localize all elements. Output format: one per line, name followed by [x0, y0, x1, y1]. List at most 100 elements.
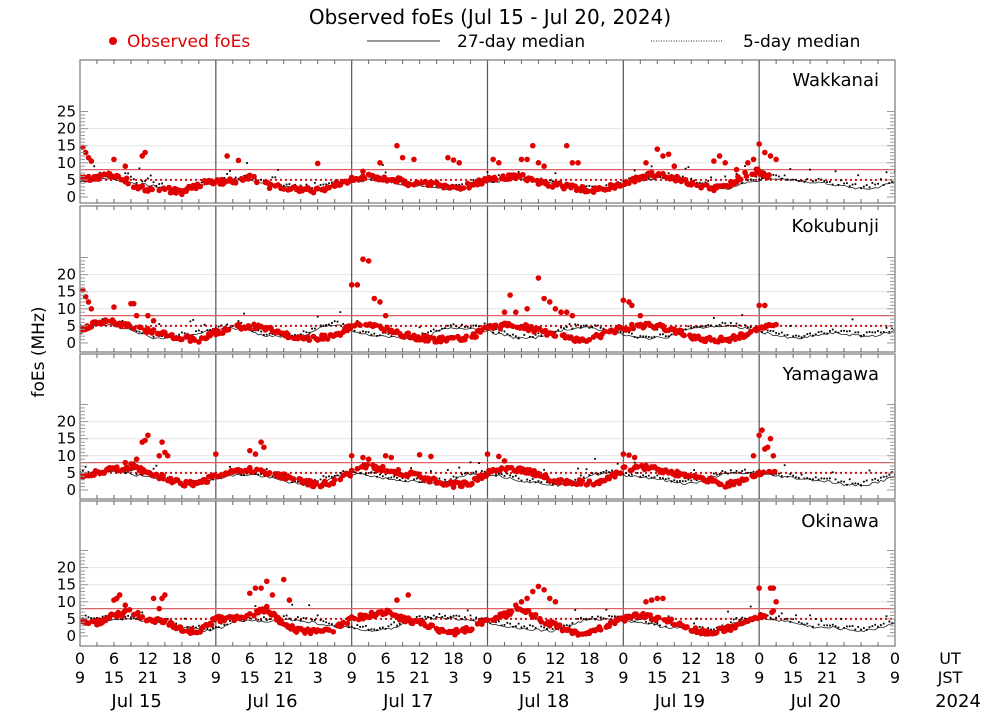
day-label: Jul 18 [518, 691, 569, 712]
median-5day-point [362, 625, 364, 628]
median-5day-point [497, 472, 500, 475]
observed-point [770, 608, 777, 614]
median-5day-point [865, 479, 868, 482]
observed-point [620, 451, 627, 457]
median-5day-point [461, 473, 463, 476]
median-5day-point [775, 616, 778, 619]
observed-point [208, 622, 215, 628]
observed-point [153, 471, 160, 478]
median-5day-point [735, 470, 738, 472]
observed-point [382, 453, 389, 459]
median-5day-point [152, 467, 155, 470]
day-label: Jul 16 [246, 691, 297, 712]
median-5day-point [461, 618, 463, 621]
legend-5day-label: 5-day median [743, 32, 860, 52]
observed-point [501, 309, 508, 316]
median-5day-point [693, 622, 695, 625]
observed-point [88, 158, 95, 164]
median-5day-point [809, 478, 812, 480]
median-5day-point [803, 181, 806, 183]
median-5day-point [531, 625, 534, 627]
median-5day-point [817, 177, 820, 180]
median-5day-point [812, 478, 814, 481]
observed-point [629, 302, 635, 309]
median-5day-point [322, 475, 325, 478]
median-5day-point [534, 481, 537, 484]
median-5day-point [243, 312, 246, 315]
median-5day-point [319, 619, 322, 622]
median-5day-point [311, 327, 313, 330]
median-5day-point [817, 331, 820, 334]
median-5day-point [446, 617, 449, 619]
observed-point [556, 622, 563, 628]
median-5day-point [370, 628, 373, 631]
observed-point [116, 592, 123, 598]
median-5day-point [325, 476, 328, 479]
median-5day-point [758, 178, 761, 181]
observed-point [750, 156, 757, 163]
median-5day-point [704, 181, 707, 184]
observed-point [344, 620, 351, 627]
observed-point [406, 181, 413, 187]
observed-point [405, 330, 412, 336]
median-5day-point [792, 335, 795, 338]
median-5day-point [373, 628, 376, 631]
median-5day-point [761, 177, 763, 180]
observed-point [191, 337, 198, 343]
observed-point [133, 312, 140, 319]
x-tick-label-ut: 0 [890, 649, 900, 668]
x-tick-label-jst: 3 [177, 668, 187, 687]
median-5day-point [489, 622, 492, 625]
observed-point [268, 181, 274, 188]
median-5day-point [860, 484, 862, 486]
x-tick-label-jst: 15 [375, 668, 395, 687]
median-5day-point [862, 334, 865, 336]
median-5day-point [588, 326, 591, 329]
median-5day-point [288, 332, 291, 335]
observed-point [326, 184, 332, 191]
median-5day-point [622, 331, 625, 334]
median-5day-point [673, 479, 676, 482]
observed-point [767, 153, 774, 159]
median-5day-point [509, 622, 512, 625]
median-5day-point [780, 177, 783, 180]
median-5day-point [752, 470, 755, 473]
median-5day-point [469, 327, 472, 329]
station-label: Okinawa [801, 511, 879, 532]
observed-point [552, 306, 559, 312]
observed-point [126, 322, 133, 329]
median-5day-point [843, 480, 845, 483]
median-5day-point [667, 335, 670, 338]
observed-point [518, 156, 525, 163]
median-5day-point [458, 466, 461, 469]
median-5day-point [809, 332, 812, 335]
median-5day-point [664, 335, 667, 338]
x-tick-label-jst: 21 [681, 668, 701, 687]
observed-point [569, 312, 576, 319]
median-5day-point [537, 480, 540, 482]
observed-point [395, 467, 402, 473]
observed-point [579, 478, 586, 484]
observed-point [718, 481, 724, 488]
median-5day-point [749, 178, 752, 181]
observed-point [145, 432, 151, 439]
observed-point [142, 149, 148, 156]
median-5day-point [888, 182, 891, 184]
median-5day-point [500, 473, 503, 476]
median-5day-point [605, 608, 608, 611]
median-5day-point [823, 332, 826, 335]
median-5day-point [647, 474, 650, 477]
x-axis: 0961512211830961512211830961512211830961… [75, 649, 981, 712]
median-5day-point [101, 615, 104, 618]
observed-point [756, 141, 762, 147]
median-5day-point [387, 477, 390, 480]
median-5day-point [888, 473, 891, 476]
median-5day-point [684, 480, 687, 483]
observed-point [286, 597, 293, 603]
median-5day-point [879, 624, 882, 626]
observed-point [252, 585, 259, 591]
median-5day-point [469, 461, 472, 464]
observed-point [524, 306, 530, 312]
median-5day-point [862, 627, 865, 629]
median-5day-point [319, 324, 322, 327]
